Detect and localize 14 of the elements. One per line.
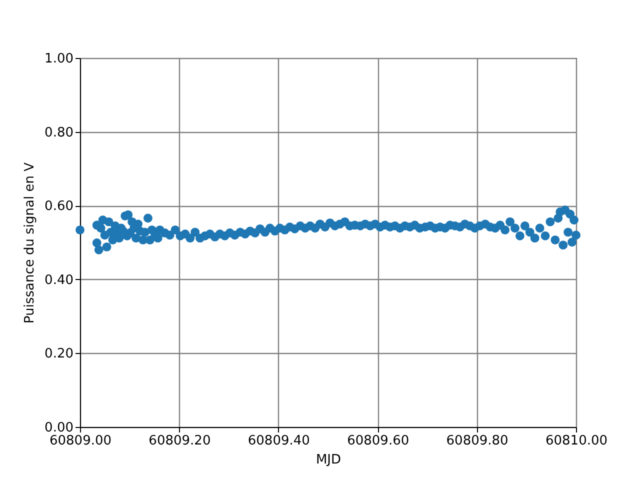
x-tick-label: 60809.40 <box>248 434 310 448</box>
y-tick-label: 1.00 <box>44 52 74 66</box>
y-tick-label: 0.60 <box>44 199 74 214</box>
x-tick-label: 60809.00 <box>49 434 112 448</box>
x-tick-label: 60809.60 <box>347 434 410 448</box>
y-tick-label: 0.00 <box>44 420 74 436</box>
x-tick-label: 60810.00 <box>545 434 608 448</box>
y-tick-label: 0.20 <box>44 346 74 362</box>
y-tick-label: 0.40 <box>44 272 74 288</box>
x-axis-title: MJD <box>316 452 342 468</box>
x-tick-label: 60809.20 <box>148 434 211 448</box>
y-tick-label: 0.80 <box>44 125 74 140</box>
y-axis-title: Puissance du signal en V <box>22 162 38 324</box>
x-tick-label: 60809.80 <box>446 434 508 448</box>
